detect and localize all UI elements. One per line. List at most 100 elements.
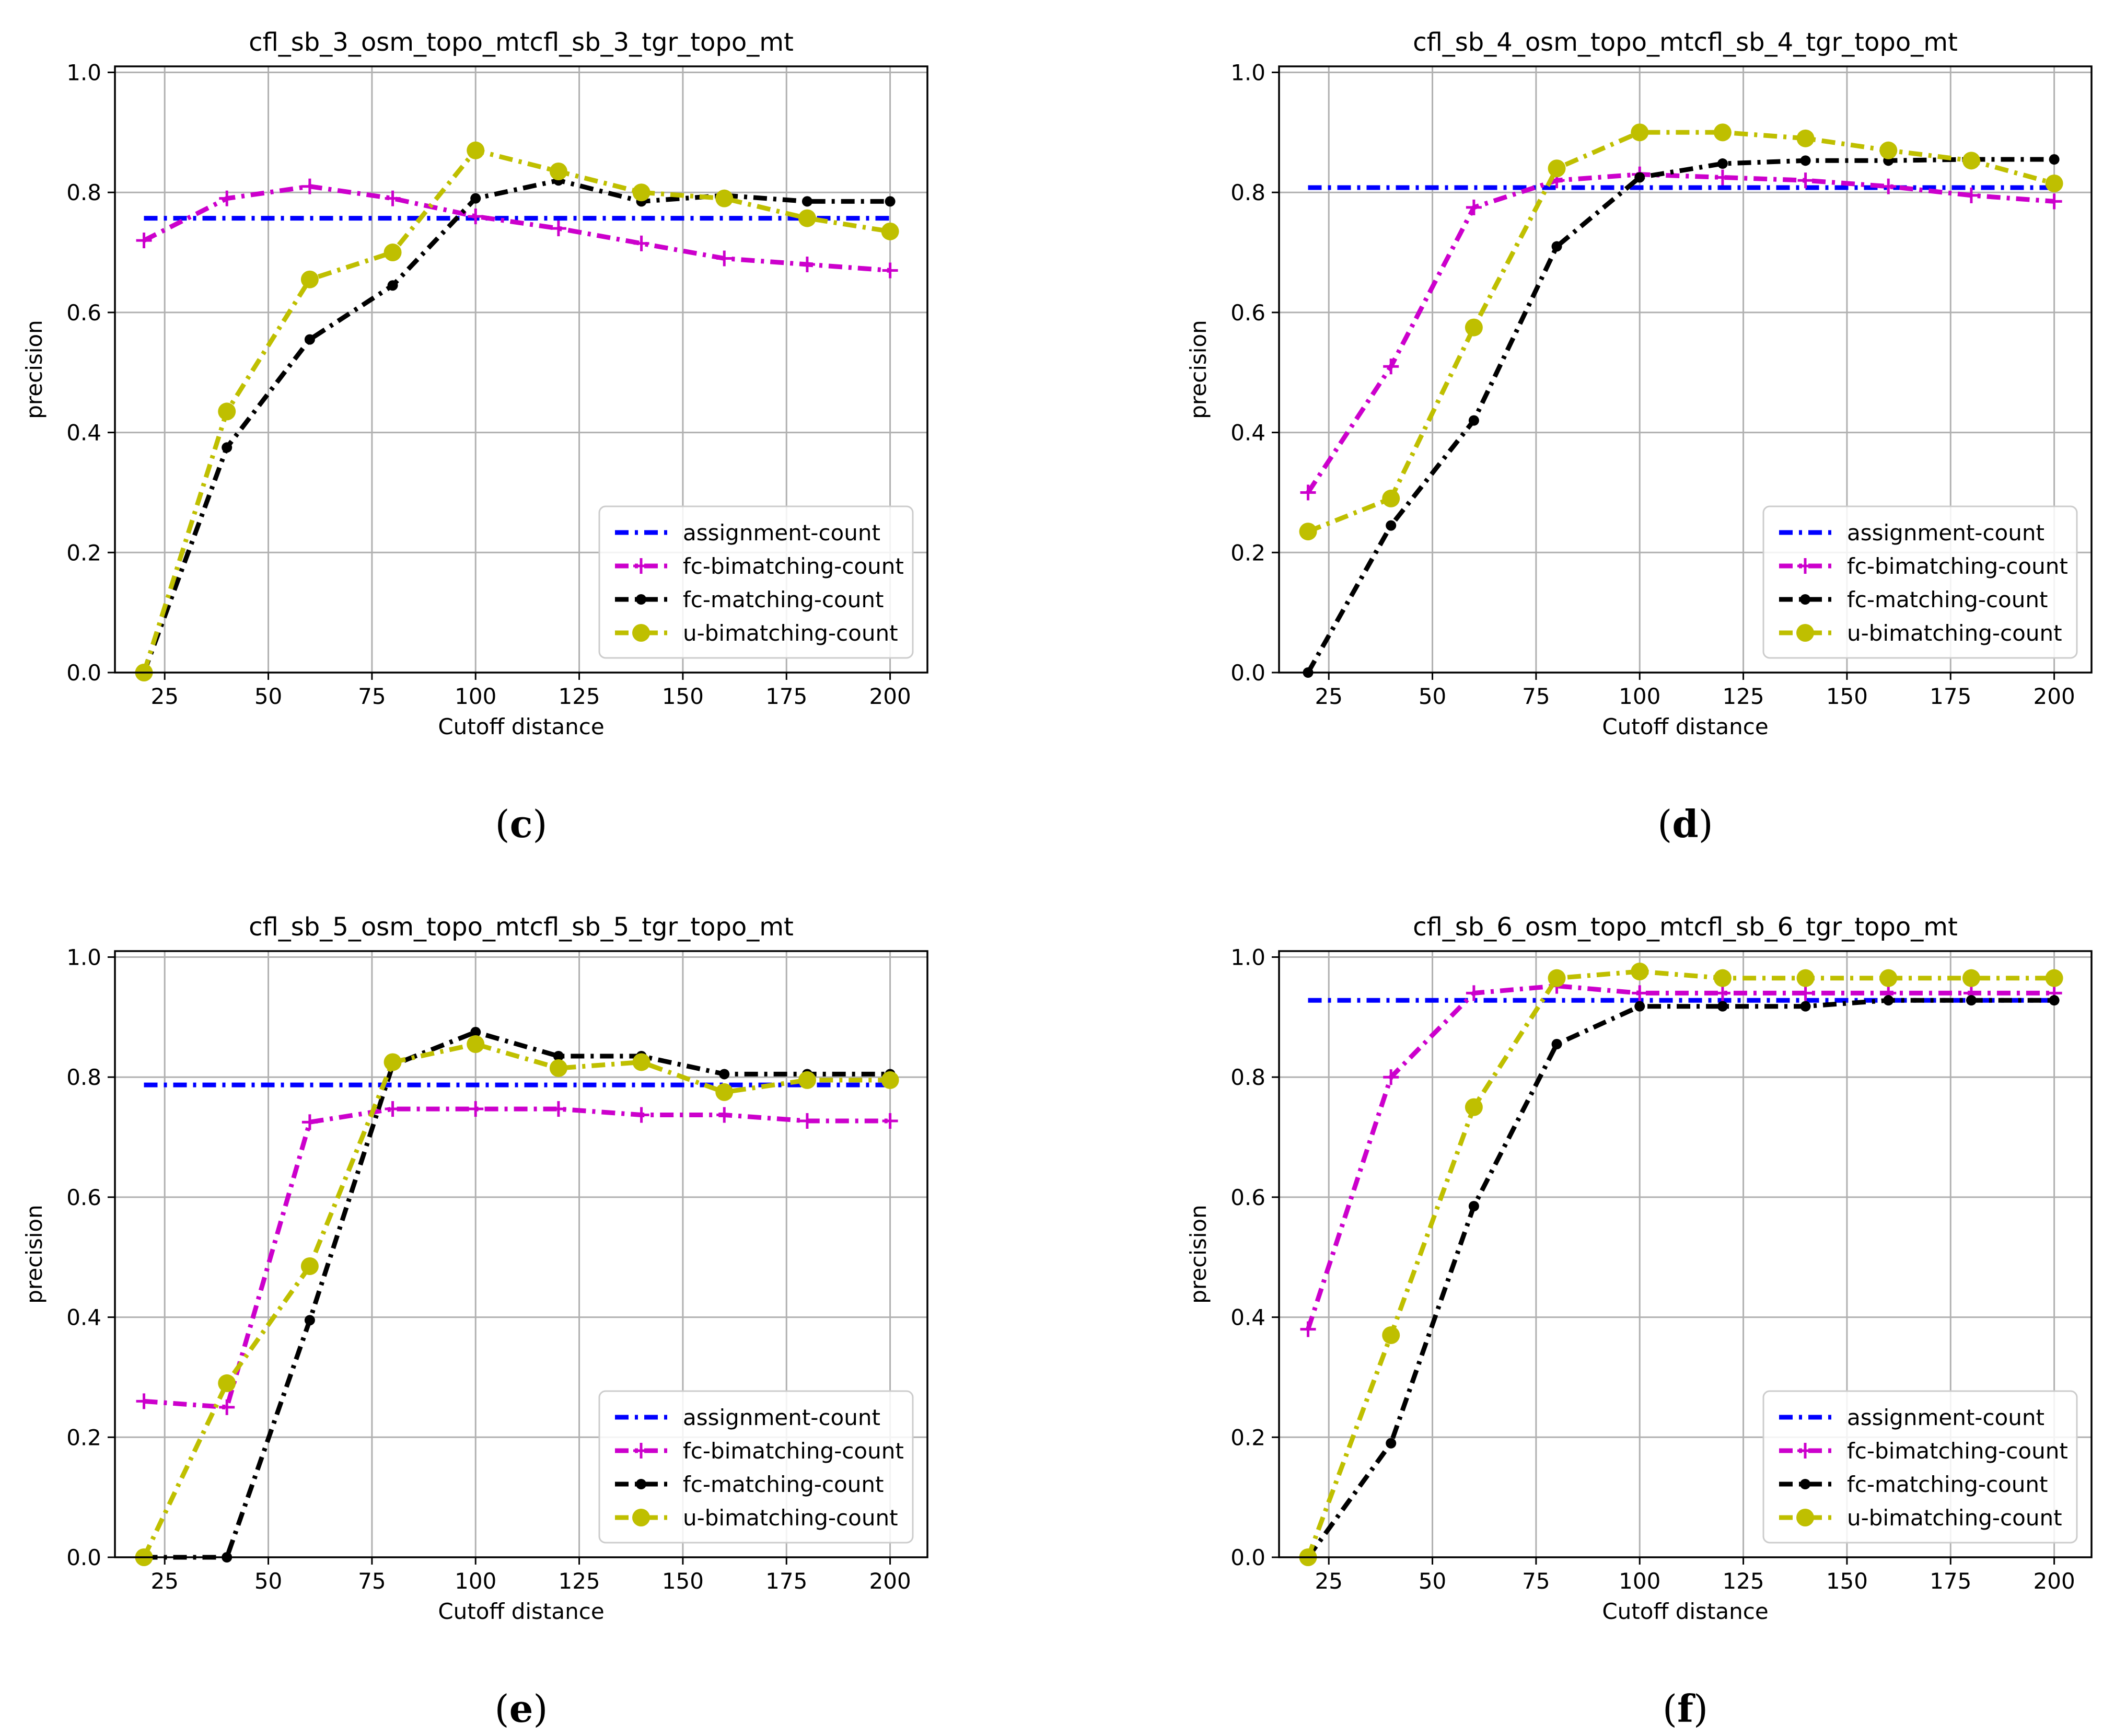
x-tick-label: 150 [1826, 684, 1868, 709]
data-point-fc-bimatching-count [301, 1114, 318, 1130]
y-tick-label: 0.4 [1230, 1305, 1265, 1330]
data-point-u-bimatching-count [2045, 969, 2063, 987]
chart-panel-c: 25 50 75 100 125 150 175 200 0.0 0.2 0.4 0.6 0.8 1.0 c… [21, 28, 928, 846]
data-point-u-bimatching-count [467, 141, 485, 159]
panel-caption: (e) [495, 1686, 548, 1731]
legend-label: u-bimatching-count [1847, 1505, 2062, 1531]
data-point-fc-matching-count [553, 1050, 564, 1061]
x-tick-label: 175 [765, 684, 807, 709]
data-point-fc-matching-count [719, 1069, 730, 1080]
series-line-fc-matching-count [1306, 157, 2054, 674]
data-point-u-bimatching-count [1631, 963, 1649, 981]
y-axis-label: precision [21, 320, 47, 419]
x-axis-label: Cutoff distance [1602, 714, 1768, 739]
plot-frame [114, 950, 928, 1558]
legend-label: fc-matching-count [683, 1472, 884, 1497]
data-point-fc-matching-count [2049, 154, 2060, 165]
data-point-fc-bimatching-count [1383, 358, 1399, 375]
data-point-u-bimatching-count [300, 270, 319, 288]
y-tick-label: 0.4 [66, 420, 101, 446]
data-point-fc-bimatching-count [1963, 187, 1979, 203]
y-tick-label: 0.0 [66, 660, 101, 686]
data-point-fc-bimatching-count [1300, 1321, 1316, 1337]
y-axis-label: precision [1186, 320, 1211, 419]
legend-label: fc-bimatching-count [1847, 1438, 2068, 1464]
data-point-u-bimatching-count [1382, 489, 1400, 507]
legend-item-fc-matching-count: fc-matching-count [615, 587, 884, 612]
series-line-fc-matching-count [144, 1029, 890, 1560]
data-point-u-bimatching-count [549, 1059, 567, 1077]
y-tick-label: 0.8 [66, 1064, 101, 1090]
chart-panel-f: 25 50 75 100 125 150 175 200 0.0 0.2 0.4 0.6 0.8 1.0 c… [1186, 912, 2093, 1731]
legend-label: u-bimatching-count [683, 1505, 898, 1531]
data-point-u-bimatching-count [1796, 969, 1815, 987]
data-point-u-bimatching-count [2045, 174, 2063, 192]
legend-label: fc-matching-count [1847, 1472, 2048, 1497]
data-point-fc-matching-count [1386, 520, 1397, 531]
legend: assignment-count fc-bimatching-count fc-ma… [598, 505, 914, 659]
y-tick-label: 1.0 [1230, 944, 1265, 970]
legend-label: assignment-count [1847, 520, 2044, 546]
data-point-fc-bimatching-count [468, 209, 484, 225]
data-point-fc-matching-count [1883, 995, 1894, 1006]
data-point-fc-matching-count [387, 280, 398, 291]
x-tick-label: 50 [254, 684, 282, 709]
data-point-fc-bimatching-count [385, 190, 401, 206]
data-point-fc-bimatching-count [1797, 985, 1814, 1001]
y-tick-label: 0.6 [1230, 1185, 1265, 1210]
data-point-u-bimatching-count [1548, 969, 1566, 987]
data-point-u-bimatching-count [715, 1083, 734, 1101]
series-line-u-bimatching-count [142, 148, 891, 674]
data-point-fc-bimatching-count [1714, 985, 1730, 1001]
data-point-fc-matching-count [885, 196, 896, 207]
data-point-u-bimatching-count [1962, 969, 1980, 987]
data-point-u-bimatching-count [1879, 141, 1898, 159]
x-tick-label: 75 [358, 1568, 386, 1594]
x-tick-label: 175 [765, 1568, 807, 1594]
data-point-fc-matching-count [1966, 995, 1977, 1006]
y-tick-label: 0.2 [66, 540, 101, 565]
data-point-fc-matching-count [1551, 241, 1562, 252]
data-point-fc-bimatching-count [2046, 193, 2062, 210]
legend-label: fc-bimatching-count [1847, 553, 2068, 579]
data-point-u-bimatching-count [798, 209, 816, 227]
y-tick-label: 0.6 [66, 300, 101, 326]
y-tick-label: 0.8 [1230, 1064, 1265, 1090]
chart-title: cfl_sb_5_osm_topo_mtcfl_sb_5_tgr_topo_mt [249, 912, 794, 942]
y-tick-label: 0.6 [1230, 300, 1265, 326]
data-point-fc-bimatching-count [799, 1113, 815, 1129]
data-point-u-bimatching-count [1713, 969, 1732, 987]
data-point-fc-matching-count [222, 442, 233, 453]
legend-box [598, 1390, 914, 1544]
x-tick-label: 100 [1619, 684, 1660, 709]
y-tick-label: 1.0 [66, 60, 101, 85]
data-point-fc-bimatching-count [1466, 985, 1482, 1001]
data-point-fc-bimatching-count [1466, 199, 1482, 215]
data-point-u-bimatching-count [384, 1053, 402, 1071]
data-point-fc-matching-count [801, 196, 812, 207]
data-point-u-bimatching-count [1299, 523, 1317, 541]
data-point-fc-matching-count [304, 334, 315, 345]
data-point-u-bimatching-count [1631, 123, 1649, 142]
y-tick-label: 0.0 [1230, 1545, 1265, 1570]
legend: assignment-count fc-bimatching-count fc-ma… [1762, 1390, 2078, 1544]
series-line-fc-matching-count [142, 178, 890, 674]
series-line-fc-bimatching-count [1306, 172, 2054, 494]
x-axis-label: Cutoff distance [438, 1599, 604, 1624]
data-point-u-bimatching-count [881, 1071, 899, 1089]
data-point-fc-bimatching-count [633, 235, 649, 251]
data-point-u-bimatching-count [715, 189, 734, 207]
legend-item-assignment-count: assignment-count [1779, 1405, 2044, 1430]
data-point-fc-matching-count [2049, 995, 2060, 1006]
y-tick-label: 0.8 [1230, 180, 1265, 205]
data-point-u-bimatching-count [798, 1071, 816, 1089]
x-tick-label: 25 [150, 1568, 178, 1594]
data-point-fc-bimatching-count [1714, 169, 1730, 186]
data-point-fc-bimatching-count [219, 1399, 235, 1415]
data-point-u-bimatching-count [881, 222, 899, 240]
x-axis-label: Cutoff distance [1602, 1599, 1768, 1624]
x-tick-label: 25 [1315, 1568, 1342, 1594]
data-point-u-bimatching-count [1796, 129, 1815, 147]
legend-item-fc-matching-count: fc-matching-count [1779, 1472, 2048, 1497]
data-point-u-bimatching-count [1713, 123, 1732, 142]
